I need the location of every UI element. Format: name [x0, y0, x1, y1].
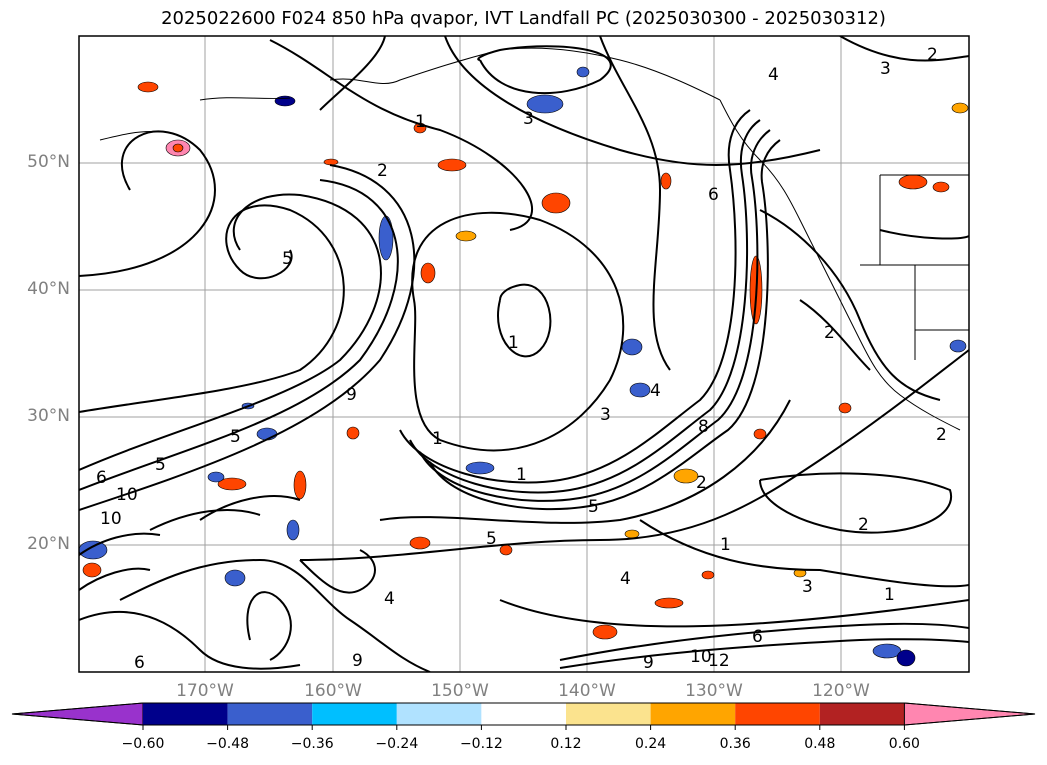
contour-label: 6 [708, 185, 719, 205]
contour-label: 5 [230, 427, 241, 447]
colorbar-tick-label: 0.24 [635, 736, 667, 752]
map-title: 2025022600 F024 850 hPa qvapor, IVT Land… [161, 8, 886, 29]
contour-label: 2 [858, 515, 869, 535]
coastline [99, 47, 969, 431]
colorbar-tick-label: −0.12 [459, 736, 503, 752]
lat-label-30n: 30°N [27, 406, 70, 426]
contour-label: 9 [643, 653, 654, 673]
lon-label-130w: 130°W [685, 681, 743, 701]
contour-label: 2 [824, 323, 835, 343]
lat-label-50n: 50°N [27, 152, 70, 172]
colorbar-segment [312, 703, 397, 725]
contour-label: 6 [752, 627, 763, 647]
contour-label: 4 [768, 65, 779, 85]
contour-label: 5 [486, 529, 497, 549]
contour-label: 4 [650, 381, 661, 401]
contour-label: 2 [696, 473, 707, 493]
colorbar-segment [819, 703, 905, 725]
contour-label: 1 [508, 333, 519, 353]
contour-label: 4 [620, 569, 631, 589]
lon-label-170w: 170°W [176, 681, 234, 701]
contour-label: 6 [134, 653, 145, 673]
colorbar-segment [566, 703, 651, 725]
contour-label: 2 [936, 425, 947, 445]
contour-label: 9 [352, 651, 363, 671]
colorbar-tick-label: −0.60 [121, 736, 165, 752]
contour-label: 12 [708, 651, 730, 671]
colorbar [11, 702, 1036, 730]
anomaly-patches [79, 66, 969, 667]
lat-label-40n: 40°N [27, 279, 70, 299]
contour-labels: 1 2 3 3 2 4 5 6 1 4 3 1 5 1 2 3 1 2 5 5 … [96, 45, 947, 673]
colorbar-segment [735, 703, 820, 725]
contour-label: 2 [377, 161, 388, 181]
colorbar-segment [143, 703, 228, 725]
contour-label: 10 [100, 509, 122, 529]
contour-label: 1 [415, 112, 426, 132]
lon-label-120w: 120°W [812, 681, 870, 701]
map-area: 1 2 3 3 2 4 5 6 1 4 3 1 5 1 2 3 1 2 5 5 … [79, 36, 969, 673]
lon-label-160w: 160°W [304, 681, 362, 701]
contour-label: 1 [720, 535, 731, 555]
contour-label: 2 [927, 45, 938, 65]
contour-label: 3 [880, 59, 891, 79]
colorbar-tick-label: 0.36 [719, 736, 751, 752]
contour-label: 9 [346, 385, 357, 405]
contour-label: 3 [523, 109, 534, 129]
gridlines [79, 36, 969, 672]
colorbar-segment [227, 703, 313, 725]
map-frame [78, 35, 970, 673]
contour-label: 1 [516, 465, 527, 485]
lat-label-20n: 20°N [27, 534, 70, 554]
colorbar-tick-label: 0.48 [804, 736, 836, 752]
contour-lines [79, 36, 969, 672]
lon-label-140w: 140°W [558, 681, 616, 701]
contour-label: 6 [96, 468, 107, 488]
contour-label: 1 [432, 429, 443, 449]
contour-label: 1 [884, 585, 895, 605]
colorbar-extend-min [11, 702, 144, 726]
colorbar-extend-max [903, 702, 1036, 726]
colorbar-segment [396, 703, 482, 725]
contour-label: 8 [698, 417, 709, 437]
lon-label-150w: 150°W [431, 681, 489, 701]
colorbar-tick-label: −0.24 [375, 736, 419, 752]
contour-label: 10 [116, 485, 138, 505]
colorbar-tick-label: −0.48 [206, 736, 250, 752]
contour-label: 5 [588, 497, 599, 517]
colorbar-tick-label: 0.60 [888, 736, 920, 752]
contour-label: 3 [600, 405, 611, 425]
contour-label: 10 [690, 647, 712, 667]
contour-label: 5 [155, 455, 166, 475]
colorbar-segment [650, 703, 736, 725]
contour-label: 3 [802, 577, 813, 597]
contour-label: 5 [282, 249, 293, 269]
contour-label: 4 [384, 589, 395, 609]
colorbar-segment [481, 703, 566, 725]
colorbar-tick-label: −0.36 [290, 736, 334, 752]
colorbar-tick-label: 0.12 [550, 736, 582, 752]
